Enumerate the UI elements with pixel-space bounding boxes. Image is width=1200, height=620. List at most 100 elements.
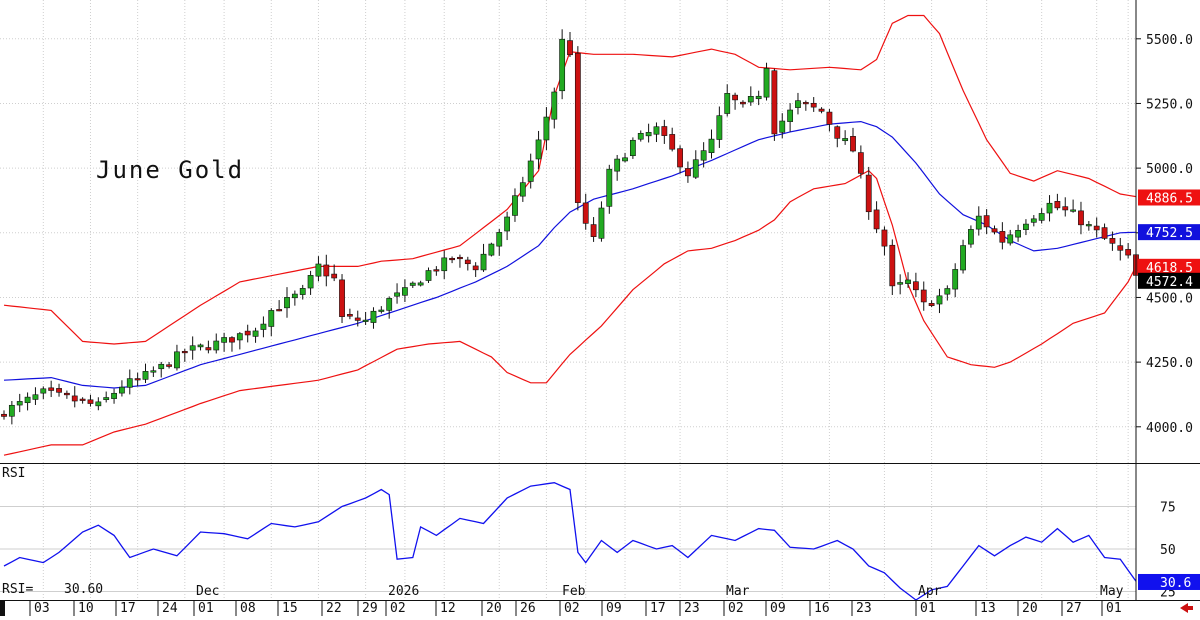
candle-down [999,231,1006,243]
day-label: 24 [162,601,178,616]
candle-down [1062,206,1069,211]
candle-down [276,309,283,312]
day-label: 02 [390,601,406,616]
candle-up [944,288,951,295]
candle-up [16,401,23,406]
candle-up [362,319,369,322]
candle-down [1078,210,1084,226]
day-label: 17 [650,601,666,616]
price-tick-label: 4250.0 [1146,356,1193,371]
candle-down [802,102,809,105]
candle-down [920,289,927,303]
candle-up [747,96,754,103]
candle-up [779,120,786,133]
candle-down [449,257,455,261]
price-tick-label: 4500.0 [1146,291,1193,306]
candle-up [543,116,550,141]
candle-up [952,269,959,290]
day-label: 23 [684,601,700,616]
candle-down [567,40,573,56]
candle-down [834,126,841,139]
candle-up [386,298,393,311]
candle-up [24,396,31,404]
candle-up [417,282,424,286]
rsi-current-label: RSI= [2,582,33,597]
candle-up [708,138,715,153]
candle-up [32,394,39,400]
candle-up [598,207,605,239]
candle-down [740,101,746,105]
candle-down [865,174,872,213]
candle-up [260,323,267,330]
candle-down [1,413,7,417]
candle-up [441,257,448,272]
candle-up [142,371,149,380]
candle-up [119,386,125,394]
candle-up [1085,224,1092,227]
day-label: 20 [486,601,502,616]
price-badge-label: 4572.4 [1146,275,1193,290]
candle-up [1007,234,1014,244]
candle-down [205,347,212,351]
candle-down [472,265,479,271]
scroll-right-arrow-icon[interactable] [1180,603,1188,613]
day-label: 09 [606,601,622,616]
candle-up [291,293,298,299]
price-badge-label: 4752.5 [1146,226,1193,241]
candle-up [174,351,180,369]
candle-down [771,70,778,135]
candle-up [763,68,770,98]
candle-up [614,158,621,172]
candle-up [975,215,982,230]
rsi-badge-label: 30.6 [1160,576,1191,591]
candle-up [95,401,102,407]
candle-down [590,224,597,237]
candle-down [464,259,471,265]
day-label: 03 [34,601,50,616]
month-label: Dec [196,584,219,599]
candle-down [881,229,888,247]
candle-down [457,256,463,260]
price-tick-label: 5000.0 [1146,162,1193,177]
candle-up [755,95,762,100]
candle-down [661,126,668,136]
candle-down [677,148,683,168]
day-label: 01 [920,601,936,616]
month-label: Mar [726,584,750,599]
candle-up [512,195,518,216]
candle-up [236,333,243,341]
day-label: 26 [520,601,536,616]
candle-up [716,115,723,140]
candle-up [158,363,165,370]
day-label: 09 [770,601,786,616]
candle-up [150,370,157,373]
candle-up [1030,218,1037,223]
day-label: 01 [1106,601,1122,616]
candle-up [842,138,849,142]
rsi-line [3,482,1137,601]
candle-up [480,253,487,271]
day-label: 10 [78,601,94,616]
candle-up [1046,202,1053,214]
candle-up [968,229,974,245]
candle-up [606,168,613,207]
scroll-start-marker[interactable] [0,600,5,616]
candle-up [905,279,911,284]
scroll-right-arrow-tail[interactable] [1188,606,1193,610]
candle-down [433,269,440,272]
day-label: 13 [980,601,996,616]
candle-down [229,337,235,343]
candle-up [1070,209,1077,212]
candle-down [181,351,188,354]
candle-down [873,209,880,230]
candle-up [527,160,534,182]
candle-down [354,317,361,321]
candle-up [103,397,110,400]
candle-down [346,314,353,317]
candle-up [787,109,794,122]
price-badge [1138,258,1200,275]
candle-down [669,134,676,150]
rsi-tick-label: 75 [1160,501,1176,516]
candle-down [857,152,864,174]
